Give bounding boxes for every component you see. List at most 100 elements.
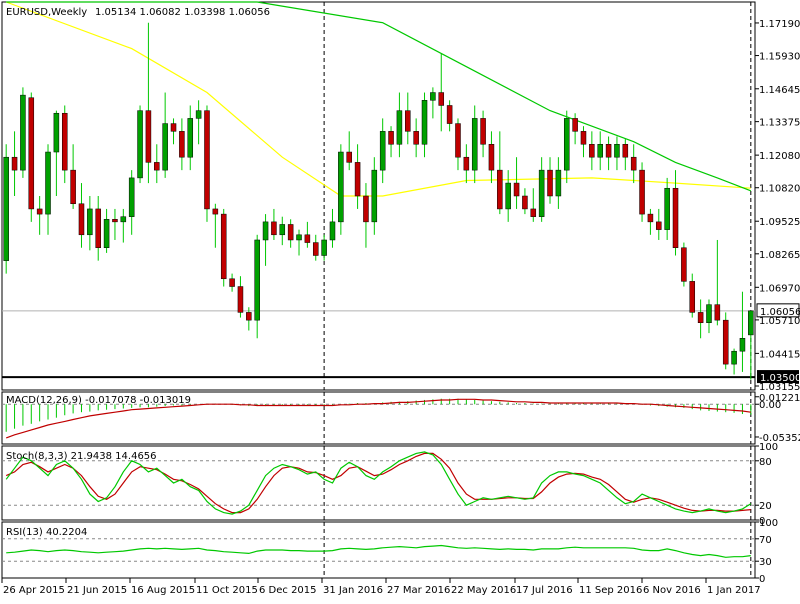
candle-body (463, 156, 470, 171)
candle-body (739, 338, 746, 352)
y-tick-label: 0 (759, 516, 765, 527)
candle-body (363, 195, 369, 223)
candle-body (455, 123, 461, 158)
candle-body (304, 234, 311, 243)
candle-body (162, 123, 168, 171)
candle-body (229, 278, 235, 287)
y-tick-label: 1.13375 (759, 118, 800, 129)
candle-body (672, 187, 679, 248)
y-tick-label: 1.03155 (759, 382, 800, 393)
candle-body (103, 219, 110, 248)
candle-body (522, 195, 528, 210)
y-tick-label: 100 (759, 518, 778, 529)
candle-body (53, 112, 60, 153)
candle-body (731, 350, 737, 365)
price-panel: 1.17190 1.15930 1.14645 1.13375 1.12080 1.108… (1, 1, 800, 393)
candle-body (630, 156, 637, 171)
candle-body (748, 310, 754, 336)
macd-header: MACD(12,26,9) -0.017078 -0.013019 (6, 395, 191, 406)
y-tick-label: 30 (759, 557, 772, 568)
candle-body (321, 239, 327, 256)
candle-body (589, 144, 595, 158)
candle-body (179, 131, 185, 158)
x-tick-label: 31 Jan 2016 (323, 585, 383, 596)
candle-body (20, 94, 26, 171)
y-tick-label: 1.12080 (759, 151, 800, 162)
time-axis: 26 Apr 2015 21 Jun 2015 16 Aug 2015 11 Oct … (1, 578, 761, 596)
candle-body (78, 203, 85, 236)
candle-body (622, 144, 629, 158)
candle-body (329, 221, 336, 241)
y-tick-label: 0.012212 (759, 393, 800, 404)
candle-body (36, 208, 43, 215)
stoch-header: Stoch(8,3,3) 21.9438 14.4656 (6, 451, 157, 462)
y-tick-label: 1.06970 (759, 283, 800, 294)
candle-body (195, 110, 202, 119)
candle-body (137, 110, 143, 179)
x-tick-label: 11 Oct 2015 (196, 585, 258, 596)
candle-body (656, 221, 662, 230)
y-tick-label: 0 (759, 574, 765, 585)
candle-body (438, 92, 445, 106)
x-tick-label: 6 Nov 2016 (643, 585, 701, 596)
rsi-header: RSI(13) 40.2204 (6, 527, 87, 538)
y-tick-label: 20 (759, 501, 772, 512)
candle-body (379, 131, 386, 171)
x-tick-label: 11 Sep 2016 (579, 585, 642, 596)
candle-body (95, 208, 101, 248)
candle-body (664, 187, 670, 230)
candle-body (312, 242, 319, 256)
candle-body (405, 110, 411, 132)
candle-body (572, 118, 578, 132)
candle-body (145, 110, 152, 163)
price-header-ohlc: 1.05134 1.06082 1.03398 1.06056 (95, 7, 270, 18)
candle-body (689, 281, 696, 313)
macd-signal-line (5, 398, 751, 439)
candle-body (187, 118, 194, 158)
stoch-main-line (5, 451, 752, 515)
rsi-line (6, 544, 751, 558)
x-tick-label: 27 Mar 2016 (387, 585, 450, 596)
candle-body (396, 110, 403, 145)
x-tick-label: 22 May 2016 (451, 585, 516, 596)
candle-body (338, 151, 344, 223)
candle-body (488, 144, 495, 171)
candle-body (28, 97, 35, 210)
candle-body (287, 224, 294, 241)
candle-body (714, 304, 721, 321)
candle-body (513, 182, 520, 197)
candle-body (128, 177, 135, 217)
candle-body (605, 144, 612, 158)
candle-body (421, 100, 428, 145)
candle-body (354, 162, 361, 197)
y-tick-label: 1.14645 (759, 85, 800, 96)
x-tick-label: 21 Jun 2015 (67, 585, 127, 596)
candle-body (346, 151, 352, 163)
stoch-panel: 100 80 20 0 Stoch(8,3,3) 21.9438 14.4656 (1, 442, 778, 527)
candle-body (471, 118, 478, 171)
y-tick-label: 100 (759, 442, 778, 453)
candle-body (237, 286, 244, 313)
y-tick-label: 1.04415 (759, 349, 800, 360)
candle-body (45, 151, 51, 215)
candle-body (538, 169, 545, 217)
candle-body (480, 118, 486, 145)
candle-body (547, 169, 553, 197)
y-tick-label: 1.17190 (759, 19, 800, 30)
x-tick-label: 26 Apr 2015 (3, 585, 65, 596)
candle-body (430, 92, 436, 101)
price-header-symbol: EURUSD,Weekly (6, 7, 87, 18)
candle-body (120, 216, 127, 223)
candle-body (388, 131, 394, 145)
candle-body (212, 208, 219, 215)
candle-body (722, 319, 729, 365)
candle-body (262, 221, 269, 241)
y-tick-label: 1.08265 (759, 250, 800, 261)
candle-body (639, 169, 645, 215)
x-tick-label: 17 Jul 2016 (516, 585, 573, 596)
candle-body (530, 208, 537, 217)
candle-body (87, 208, 93, 236)
candle-body (555, 169, 562, 197)
candle-body (580, 131, 587, 145)
